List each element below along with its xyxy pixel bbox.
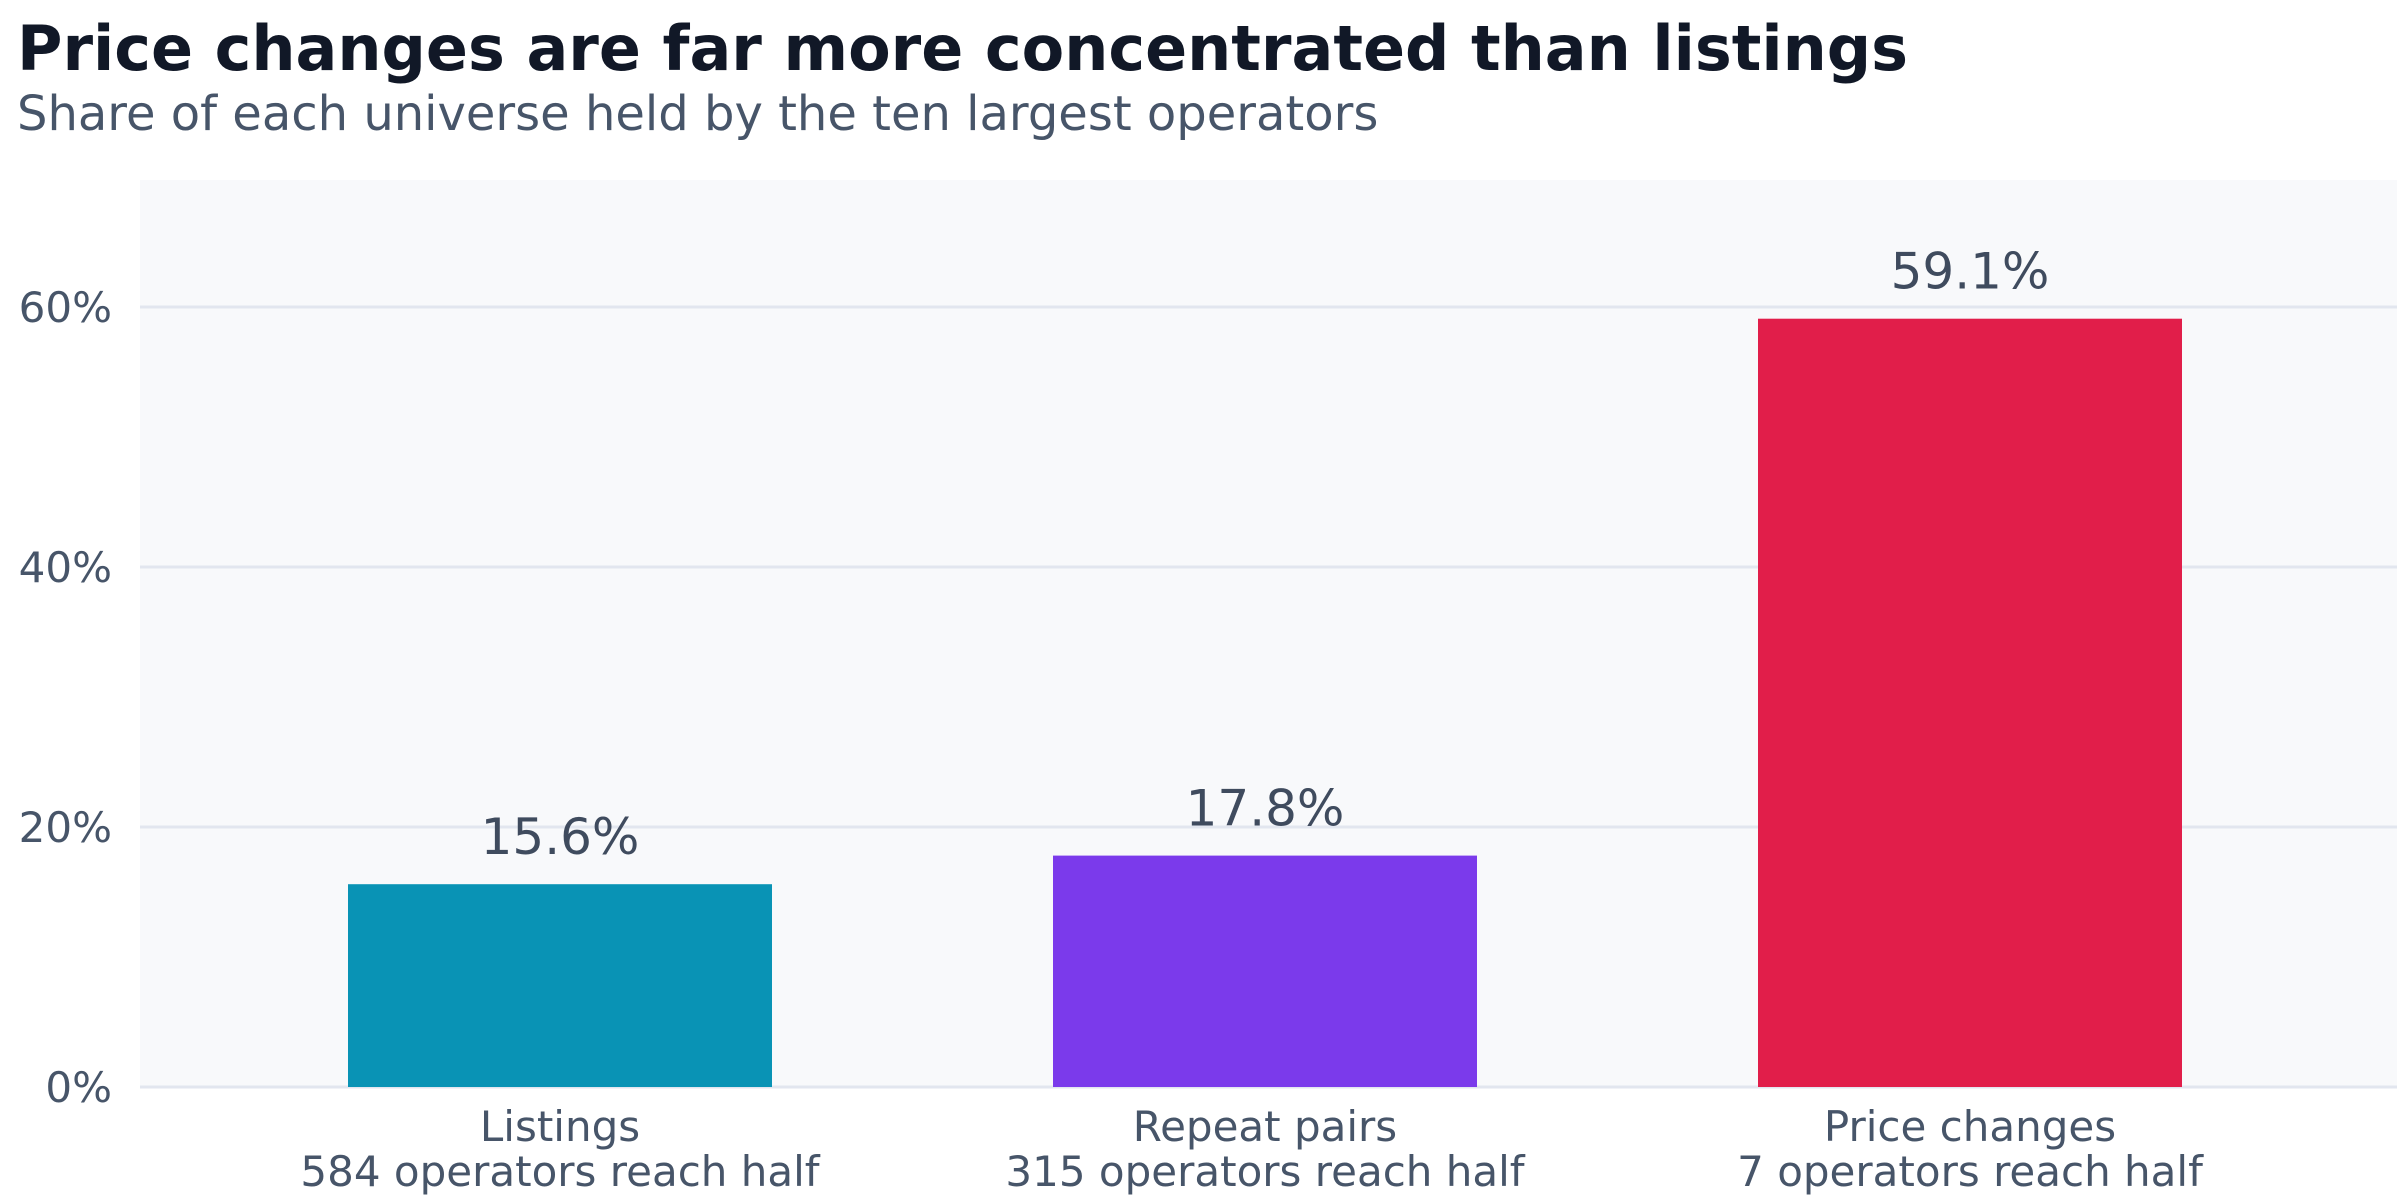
chart-title: Price changes are far more concentrated … [17,12,1909,85]
y-tick-label: 0% [45,1063,112,1112]
y-tick-label: 40% [19,543,112,592]
category-label: Price changes [1824,1102,2116,1151]
category-sublabel: 584 operators reach half [300,1147,820,1196]
y-tick-label: 60% [19,283,112,332]
value-label: 17.8% [1186,780,1345,838]
bar-price-changes [1758,318,2182,1087]
value-labels: 15.6% 17.8% 59.1% [481,243,2050,867]
category-sublabel: 7 operators reach half [1737,1147,2204,1196]
chart-subtitle: Share of each universe held by the ten l… [17,86,1379,142]
y-axis-ticks: 0% 20% 40% 60% [19,283,112,1112]
category-label: Listings [480,1102,640,1151]
bar-repeat-pairs [1053,855,1477,1087]
category-sublabel: 315 operators reach half [1005,1147,1525,1196]
y-tick-label: 20% [19,803,112,852]
bars [348,318,2182,1087]
value-label: 15.6% [481,808,640,866]
bar-listings [348,884,772,1087]
value-label: 59.1% [1891,243,2050,301]
category-label: Repeat pairs [1133,1102,1397,1151]
